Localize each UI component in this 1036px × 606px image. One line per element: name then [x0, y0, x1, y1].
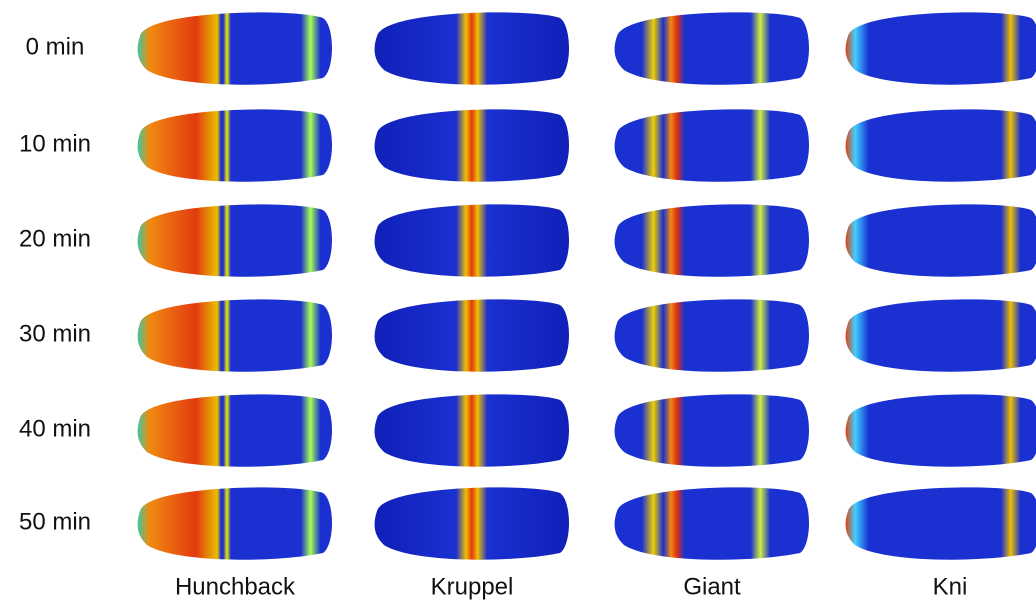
embryo-image	[375, 299, 569, 371]
embryo-image	[138, 299, 332, 371]
row-label: 30 min	[19, 320, 91, 347]
figure: 0 min 10 min 20 min 30 min 40 min 50 min Hunch…	[0, 0, 1036, 606]
embryo-image	[846, 12, 1036, 84]
embryo-image	[615, 12, 809, 84]
embryo-image	[846, 394, 1036, 466]
embryo-image	[615, 204, 809, 276]
embryo-image	[375, 394, 569, 466]
embryo-image	[375, 204, 569, 276]
embryo-image	[138, 204, 332, 276]
embryo-image	[615, 109, 809, 181]
row-label: 40 min	[19, 415, 91, 442]
embryo-image	[615, 394, 809, 466]
column-label: Hunchback	[175, 573, 296, 600]
embryo-image	[138, 109, 332, 181]
embryo-image	[846, 487, 1036, 559]
embryo-image	[375, 487, 569, 559]
embryo-image	[138, 487, 332, 559]
row-label: 50 min	[19, 508, 91, 535]
embryo-image	[375, 109, 569, 181]
row-label: 10 min	[19, 130, 91, 157]
row-label: 20 min	[19, 225, 91, 252]
column-label: Giant	[683, 573, 741, 600]
embryo-image	[615, 299, 809, 371]
row-label: 0 min	[26, 33, 85, 60]
embryo-image	[846, 299, 1036, 371]
column-label: Kruppel	[431, 573, 514, 600]
embryo-image	[846, 109, 1036, 181]
column-label: Kni	[933, 573, 968, 600]
embryo-image	[615, 487, 809, 559]
embryo-image	[138, 12, 332, 84]
embryo-image	[375, 12, 569, 84]
embryo-image	[138, 394, 332, 466]
embryo-image	[846, 204, 1036, 276]
